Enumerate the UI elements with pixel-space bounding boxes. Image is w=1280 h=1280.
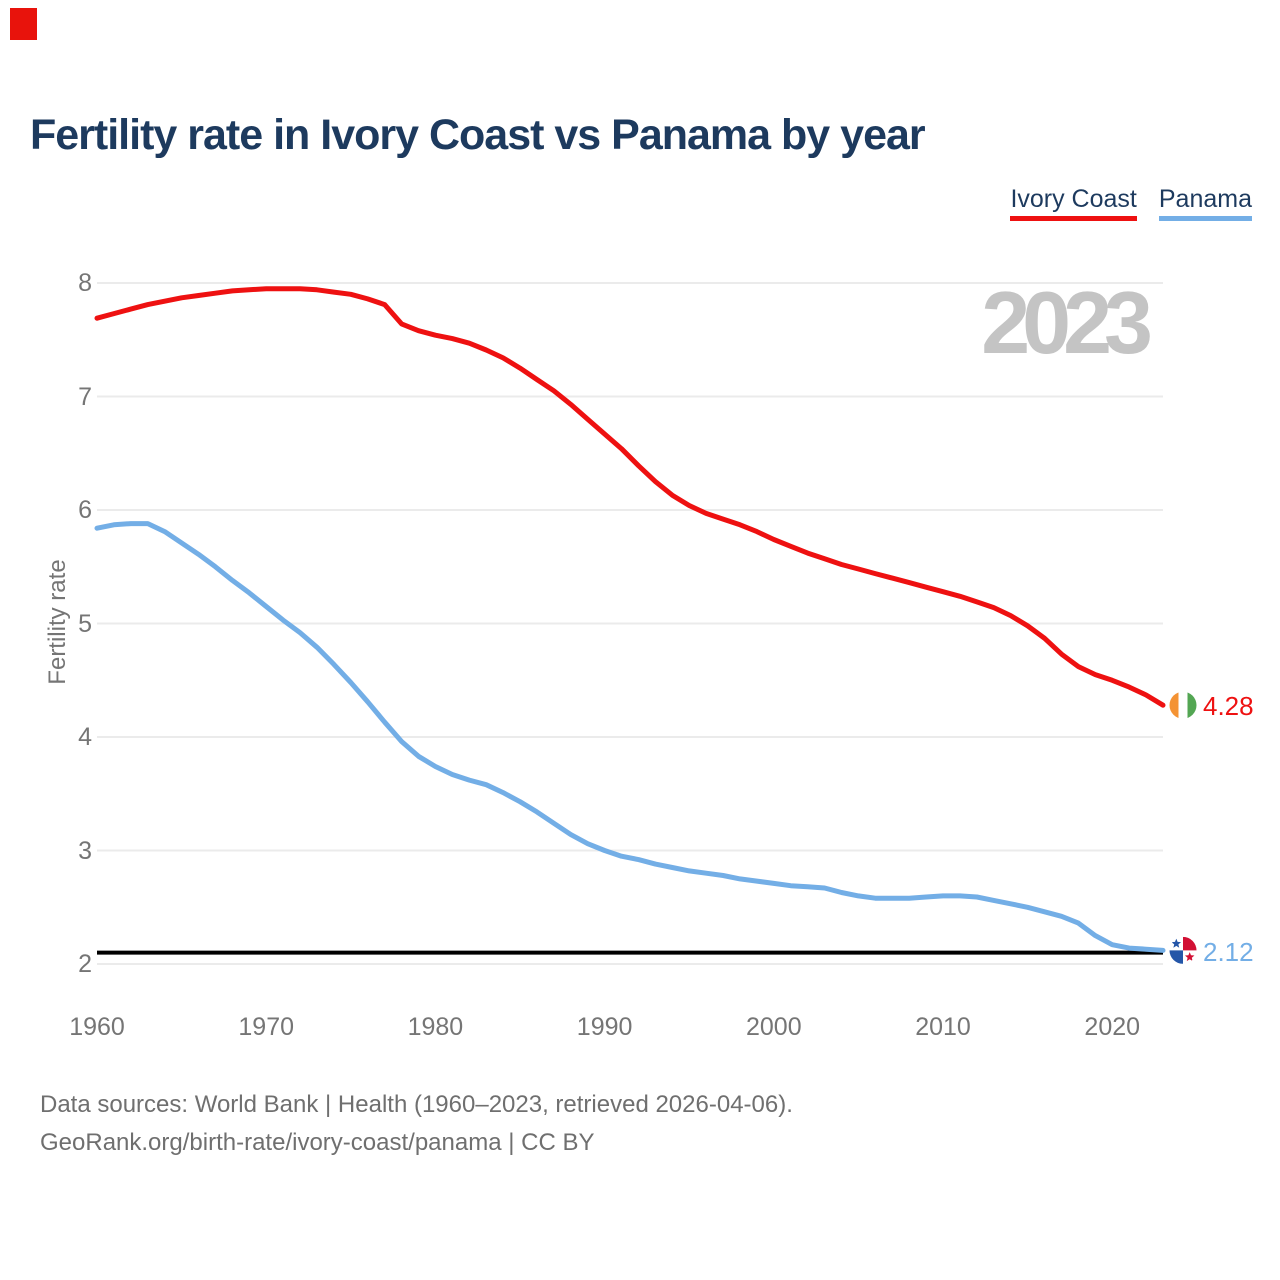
footer-data-sources: Data sources: World Bank | Health (1960–… — [40, 1091, 793, 1118]
y-tick-label: 7 — [78, 382, 92, 411]
legend-item-panama[interactable]: Panama — [1158, 185, 1252, 221]
footer-attribution: GeoRank.org/birth-rate/ivory-coast/panam… — [40, 1129, 595, 1156]
legend-label-panama: Panama — [1158, 185, 1252, 213]
y-tick-label: 3 — [78, 836, 92, 865]
page-title: Fertility rate in Ivory Coast vs Panama … — [30, 111, 926, 159]
corner-marker — [10, 8, 37, 40]
y-tick-label: 5 — [78, 609, 92, 638]
y-tick-label: 8 — [78, 269, 92, 297]
legend: Ivory Coast Panama — [1010, 185, 1252, 221]
x-tick-label: 2010 — [915, 1013, 971, 1041]
panama-line — [94, 521, 1166, 953]
x-tick-label: 2000 — [746, 1013, 802, 1041]
x-tick-label: 1970 — [238, 1013, 295, 1041]
legend-label-ivory-coast: Ivory Coast — [1010, 185, 1137, 213]
y-tick-label: 6 — [78, 496, 92, 524]
legend-item-ivory-coast[interactable]: Ivory Coast — [1010, 185, 1137, 221]
x-tick-label: 1990 — [576, 1013, 633, 1041]
x-tick-label: 2020 — [1084, 1013, 1141, 1041]
x-tick-label: 1980 — [407, 1013, 464, 1041]
panama-end-value-label: 2.12 — [1203, 937, 1254, 967]
panama-flag-icon — [1169, 936, 1197, 964]
year-watermark: 2023 — [981, 273, 1153, 372]
footer: Data sources: World Bank | Health (1960–… — [40, 1086, 1140, 1162]
ivory-coast-flag-icon — [1169, 691, 1197, 719]
y-tick-label: 4 — [78, 723, 92, 751]
ivory-coast-end-value-label: 4.28 — [1203, 691, 1254, 721]
x-tick-label: 1960 — [69, 1013, 125, 1041]
ivory-coast-line — [94, 286, 1166, 708]
y-tick-label: 2 — [78, 950, 92, 978]
